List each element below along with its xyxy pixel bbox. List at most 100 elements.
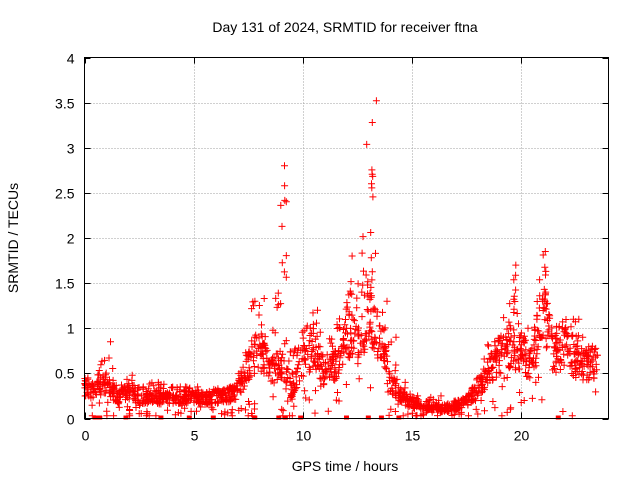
chart-title: Day 131 of 2024, SRMTID for receiver ftn… bbox=[212, 19, 478, 35]
data-point bbox=[519, 351, 526, 359]
data-point bbox=[341, 321, 349, 329]
data-point bbox=[516, 389, 524, 396]
data-point bbox=[560, 350, 568, 358]
data-point bbox=[312, 365, 320, 373]
data-point bbox=[586, 362, 594, 370]
data-point bbox=[171, 411, 179, 419]
data-point bbox=[546, 312, 554, 320]
data-point bbox=[241, 369, 249, 377]
data-point bbox=[349, 315, 357, 323]
data-point bbox=[359, 233, 367, 241]
data-point bbox=[474, 410, 482, 418]
data-point bbox=[258, 321, 265, 329]
data-point bbox=[322, 373, 330, 381]
data-point bbox=[95, 386, 103, 393]
data-point bbox=[524, 369, 532, 377]
data-point bbox=[525, 350, 533, 358]
data-point bbox=[364, 278, 372, 286]
data-point bbox=[288, 369, 296, 377]
data-point bbox=[104, 379, 112, 387]
data-point bbox=[292, 373, 300, 381]
data-point bbox=[301, 387, 309, 395]
data-point bbox=[309, 325, 317, 333]
data-point bbox=[484, 370, 492, 378]
data-point bbox=[502, 343, 510, 351]
data-point bbox=[510, 326, 518, 334]
data-point bbox=[97, 361, 105, 369]
data-point bbox=[336, 352, 344, 360]
data-point bbox=[491, 338, 499, 346]
data-point bbox=[273, 376, 281, 383]
data-point bbox=[541, 316, 549, 324]
data-point bbox=[281, 162, 288, 170]
data-point bbox=[362, 271, 370, 279]
data-point bbox=[511, 364, 519, 372]
data-point bbox=[347, 350, 355, 357]
data-point bbox=[526, 374, 534, 382]
data-point bbox=[553, 329, 561, 337]
data-point bbox=[469, 383, 477, 391]
data-point bbox=[181, 397, 189, 405]
data-point bbox=[281, 182, 289, 190]
data-point bbox=[322, 365, 330, 373]
data-point bbox=[340, 335, 348, 342]
data-point bbox=[329, 356, 337, 363]
y-tick-label: 3.5 bbox=[55, 96, 75, 112]
data-point bbox=[512, 286, 520, 294]
data-point bbox=[375, 322, 383, 330]
data-point bbox=[414, 392, 422, 400]
x-tick-label: 5 bbox=[191, 428, 199, 444]
data-point bbox=[153, 395, 161, 403]
data-point bbox=[84, 374, 92, 382]
data-point bbox=[301, 346, 309, 354]
data-point bbox=[314, 350, 322, 358]
data-point bbox=[522, 358, 530, 366]
data-point bbox=[542, 344, 550, 352]
data-point bbox=[245, 373, 253, 381]
data-point bbox=[311, 357, 318, 365]
data-point bbox=[369, 172, 377, 180]
data-point bbox=[497, 351, 505, 359]
data-point bbox=[153, 387, 161, 395]
data-point bbox=[559, 408, 567, 415]
data-point bbox=[348, 290, 356, 298]
data-point bbox=[510, 276, 518, 284]
data-point bbox=[328, 335, 336, 343]
data-point bbox=[260, 340, 267, 348]
data-point bbox=[386, 387, 394, 395]
data-point bbox=[136, 401, 143, 409]
data-point bbox=[126, 391, 133, 399]
data-point bbox=[506, 300, 514, 308]
data-point bbox=[314, 362, 322, 369]
data-point bbox=[280, 268, 288, 276]
data-point bbox=[344, 330, 351, 338]
data-point bbox=[245, 364, 253, 372]
data-point bbox=[227, 397, 235, 405]
data-point bbox=[455, 399, 463, 407]
data-point bbox=[209, 406, 217, 414]
data-point bbox=[420, 403, 427, 410]
data-point bbox=[123, 375, 131, 383]
data-point bbox=[437, 392, 445, 400]
data-point bbox=[354, 280, 362, 288]
data-point bbox=[529, 359, 537, 367]
data-point bbox=[359, 281, 367, 289]
data-point bbox=[363, 337, 370, 345]
data-point bbox=[574, 337, 582, 345]
data-point bbox=[107, 393, 115, 401]
data-point bbox=[332, 357, 340, 365]
data-point bbox=[273, 303, 281, 311]
data-point bbox=[485, 342, 492, 350]
data-point bbox=[259, 364, 267, 372]
data-point bbox=[159, 392, 167, 400]
data-point bbox=[367, 327, 375, 335]
data-point bbox=[391, 408, 399, 415]
data-point bbox=[164, 406, 171, 414]
data-point bbox=[445, 401, 453, 409]
data-point bbox=[500, 352, 508, 360]
data-point bbox=[271, 360, 279, 368]
data-point bbox=[251, 333, 259, 341]
data-point bbox=[556, 366, 564, 373]
data-point bbox=[313, 319, 320, 327]
data-point bbox=[387, 338, 395, 346]
